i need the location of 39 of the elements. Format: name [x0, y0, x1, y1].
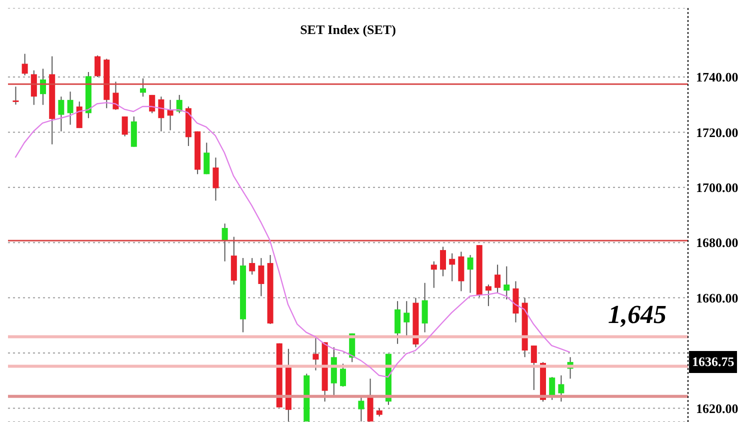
candlestick [530, 345, 537, 390]
candlestick [494, 264, 501, 294]
candlestick [112, 81, 119, 110]
candlestick [440, 246, 446, 277]
y-tick-label: 1680.00 [696, 235, 738, 250]
y-tick-label: 1740.00 [696, 70, 738, 85]
candlestick [449, 252, 456, 282]
candlestick [430, 260, 437, 288]
candlestick [404, 300, 410, 338]
candlestick [67, 91, 74, 126]
candlestick [158, 96, 164, 132]
candlestick [549, 376, 556, 400]
text: SET Index (SET) [299, 22, 397, 38]
candlestick [467, 254, 474, 294]
candlestick [22, 53, 28, 76]
candlestick [58, 96, 64, 132]
candlestick [140, 78, 146, 98]
candlestick [94, 54, 101, 78]
candlestick [422, 282, 428, 333]
y-tick-label: 1700.00 [696, 180, 738, 196]
y-tick-label: 1660.00 [696, 290, 738, 306]
candlestick [12, 86, 19, 106]
candlestick [312, 336, 319, 371]
y-tick-label: 1620.00 [696, 400, 738, 416]
candlestick [204, 142, 210, 175]
candlestick [504, 266, 510, 300]
candlestick [122, 116, 128, 137]
price-tag: 1636.75 [689, 350, 738, 373]
candlestick [249, 258, 256, 276]
candlestick [30, 70, 37, 106]
candlestick [485, 284, 492, 307]
y-tick-label: 1720.00 [696, 124, 738, 140]
candlestick [212, 157, 219, 202]
candlestick [558, 374, 564, 402]
candlestick [358, 396, 364, 422]
candlestick [340, 363, 346, 388]
candlestick [222, 223, 228, 262]
candlestick [258, 258, 264, 297]
text: 1,645 [608, 300, 666, 330]
